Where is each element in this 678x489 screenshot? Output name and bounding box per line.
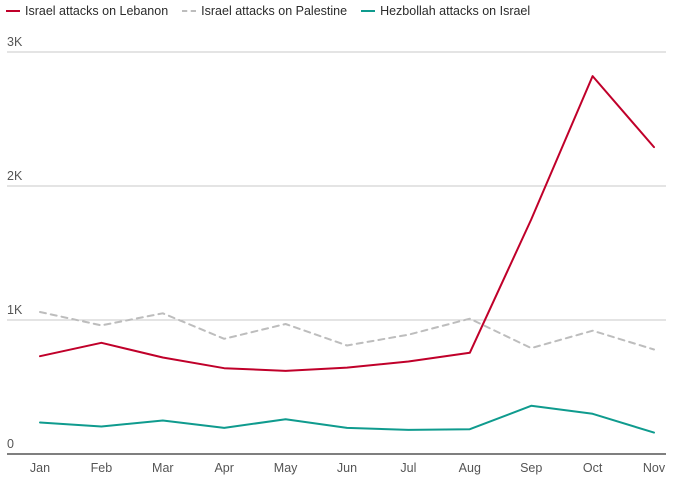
- series-line-israel-attacks-on-palestine: [39, 311, 655, 351]
- legend-label-palestine: Israel attacks on Palestine: [201, 4, 348, 18]
- legend-swatch-lebanon: [6, 10, 20, 12]
- y-tick-label-0: 0: [7, 437, 14, 451]
- x-tick-label-jul: Jul: [400, 461, 416, 475]
- legend-label-hezbollah: Hezbollah attacks on Israel: [380, 4, 531, 18]
- y-tick-label-2: 2K: [7, 169, 23, 183]
- x-tick-label-oct: Oct: [583, 461, 603, 475]
- legend-swatch-palestine: [182, 10, 197, 12]
- x-tick-label-apr: Apr: [214, 461, 233, 475]
- y-tick-label-1: 1K: [7, 303, 23, 317]
- legend-item-hezbollah: Hezbollah attacks on Israel: [361, 4, 530, 18]
- x-tick-label-jun: Jun: [337, 461, 357, 475]
- legend-item-lebanon: Israel attacks on Lebanon: [6, 4, 168, 18]
- legend-label-lebanon: Israel attacks on Lebanon: [25, 4, 169, 18]
- x-tick-label-jan: Jan: [30, 461, 50, 475]
- x-tick-label-feb: Feb: [91, 461, 113, 475]
- legend-swatch-hezbollah: [361, 10, 376, 12]
- x-tick-label-aug: Aug: [459, 461, 481, 475]
- series-line-israel-attacks-on-lebanon: [39, 75, 655, 372]
- x-tick-label-may: May: [274, 461, 298, 475]
- y-tick-label-3: 3K: [7, 35, 23, 49]
- series-line-hezbollah-attacks-on-israel: [39, 404, 655, 434]
- x-tick-label-mar: Mar: [152, 461, 174, 475]
- legend-item-palestine: Israel attacks on Palestine: [182, 4, 347, 18]
- x-tick-label-sep: Sep: [520, 461, 542, 475]
- chart-legend: Israel attacks on Lebanon Israel attacks…: [6, 4, 530, 18]
- x-tick-label-nov: Nov: [643, 461, 666, 475]
